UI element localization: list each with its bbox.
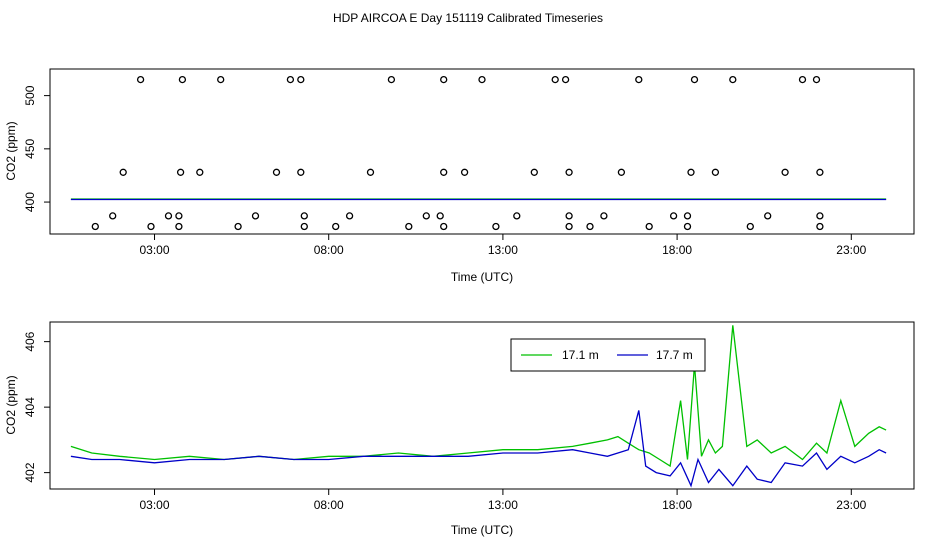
scatter-point: [300, 222, 308, 231]
scatter-point: [251, 212, 260, 220]
scatter-point: [440, 222, 448, 231]
bottom-x-axis: 03:00 08:00 13:00 18:00 23:00: [140, 489, 867, 512]
scatter-point: [645, 222, 653, 231]
scatter-point: [422, 212, 430, 220]
scatter-point: [617, 168, 626, 176]
bottom-x-axis-label: Time (UTC): [451, 523, 513, 537]
scatter-point: [286, 75, 295, 84]
scatter-point: [816, 212, 824, 220]
bottom-x-tick-label: 08:00: [314, 498, 344, 512]
top-x-tick-label: 08:00: [314, 243, 344, 257]
top-x-tick-label: 18:00: [662, 243, 692, 257]
top-y-tick-label: 500: [23, 85, 37, 105]
scatter-point: [798, 75, 807, 84]
scatter-point: [164, 212, 173, 220]
scatter-point: [300, 212, 308, 220]
scatter-point: [816, 168, 824, 176]
scatter-point: [405, 222, 413, 231]
scatter-point: [565, 212, 573, 220]
bottom-plot-frame: [49, 321, 915, 490]
scatter-point: [234, 222, 242, 231]
scatter-point: [387, 75, 396, 84]
scatter-point: [440, 168, 448, 176]
scatter-point: [551, 75, 559, 84]
bottom-y-tick-label: 406: [23, 331, 37, 351]
bottom-y-axis: 402 404 406: [23, 331, 50, 483]
bottom-y-tick-label: 404: [23, 397, 37, 417]
bottom-y-axis-label: CO2 (ppm): [4, 375, 18, 434]
scatter-point: [812, 75, 821, 84]
scatter-point: [565, 168, 573, 176]
top-x-tick-label: 23:00: [836, 243, 866, 257]
top-y-tick-label: 400: [23, 192, 37, 212]
scatter-point: [729, 75, 737, 84]
top-y-tick-label: 450: [23, 139, 37, 159]
scatter-point: [345, 212, 354, 220]
bottom-y-tick-label: 402: [23, 462, 37, 482]
scatter-point: [513, 212, 521, 220]
scatter-point: [669, 212, 678, 220]
scatter-point: [119, 168, 127, 176]
scatter-point: [816, 222, 824, 231]
scatter-point: [690, 75, 699, 84]
chart-title: HDP AIRCOA E Day 151119 Calibrated Times…: [333, 11, 603, 25]
scatter-point: [440, 75, 448, 84]
scatter-point: [683, 222, 692, 231]
scatter-point: [297, 75, 305, 84]
scatter-point: [683, 212, 692, 220]
scatter-point: [147, 222, 155, 231]
series-line-17-7-m: [70, 410, 887, 488]
top-plot-frame: [49, 68, 915, 235]
bottom-x-tick-label: 13:00: [488, 498, 518, 512]
scatter-point: [561, 75, 570, 84]
bottom-x-tick-label: 03:00: [140, 498, 170, 512]
top-y-axis-label: CO2 (ppm): [4, 121, 18, 180]
top-x-tick-label: 03:00: [140, 243, 170, 257]
top-scatter-points: [91, 75, 824, 231]
scatter-point: [492, 222, 500, 231]
scatter-point: [175, 212, 183, 220]
scatter-point: [176, 168, 185, 176]
scatter-point: [687, 168, 695, 176]
scatter-point: [196, 168, 204, 176]
scatter-point: [91, 222, 99, 231]
top-x-axis-label: Time (UTC): [451, 270, 513, 284]
legend-label-blue: 17.7 m: [656, 348, 693, 362]
scatter-point: [530, 168, 538, 176]
scatter-point: [175, 222, 183, 231]
scatter-point: [746, 222, 754, 231]
scatter-point: [366, 168, 375, 176]
scatter-point: [297, 168, 305, 176]
legend: 17.1 m 17.7 m: [510, 338, 706, 372]
bottom-series-lines: [70, 325, 887, 488]
bottom-panel: 402 404 406 03:00 08:00 13:00 18:00 23:00 Time…: [4, 321, 915, 537]
scatter-point: [600, 212, 608, 220]
scatter-point: [436, 212, 444, 220]
bottom-x-tick-label: 23:00: [836, 498, 866, 512]
series-line-17-1-m: [70, 325, 887, 468]
scatter-point: [460, 168, 469, 176]
legend-label-green: 17.1 m: [562, 348, 599, 362]
scatter-point: [781, 168, 789, 176]
scatter-point: [178, 75, 187, 84]
scatter-point: [136, 75, 145, 84]
scatter-point: [478, 75, 486, 84]
bottom-x-tick-label: 18:00: [662, 498, 692, 512]
top-y-axis: 400 450 500: [23, 85, 50, 212]
scatter-point: [332, 222, 340, 231]
top-panel: 400 450 500 03:00 08:00 13:00 18:00 23:00 Time…: [4, 68, 915, 284]
scatter-point: [565, 222, 573, 231]
scatter-point: [272, 168, 281, 176]
scatter-point: [217, 75, 225, 84]
top-x-axis: 03:00 08:00 13:00 18:00 23:00: [140, 234, 867, 257]
top-x-tick-label: 13:00: [488, 243, 518, 257]
scatter-point: [586, 222, 594, 231]
scatter-point: [764, 212, 772, 220]
scatter-point: [635, 75, 643, 84]
scatter-point: [109, 212, 117, 220]
scatter-point: [711, 168, 720, 176]
